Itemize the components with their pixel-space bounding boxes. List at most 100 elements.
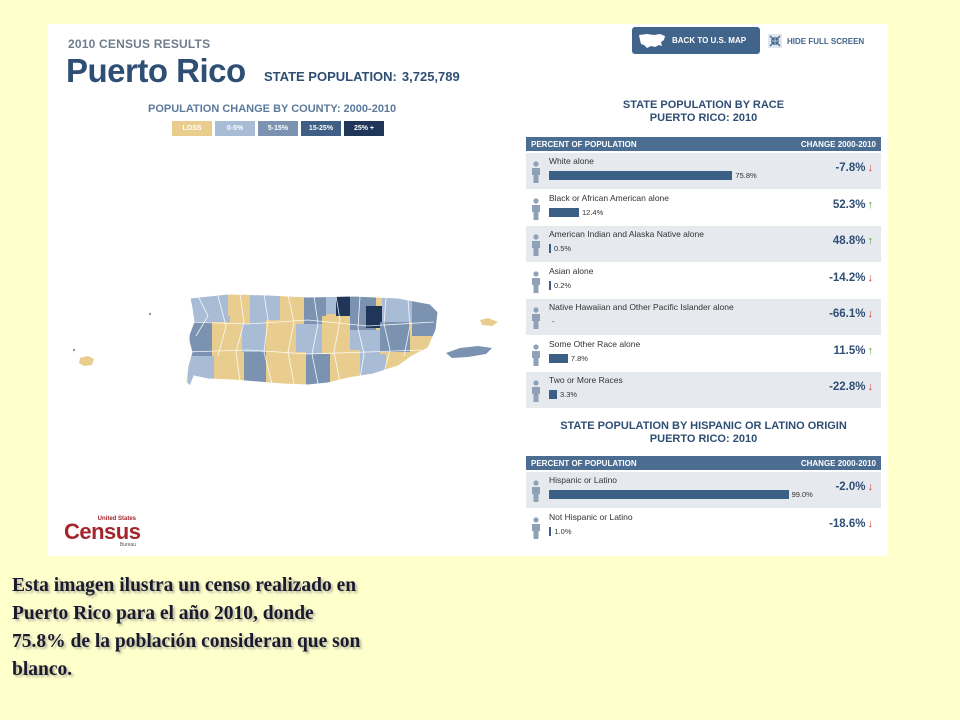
arrow-down-icon: ↓ [867, 271, 874, 284]
race-col-percent: PERCENT OF POPULATION [531, 139, 637, 149]
person-icon [532, 161, 540, 183]
race-percent-value: 12.4% [582, 207, 604, 217]
person-icon [532, 234, 540, 256]
person-icon [532, 380, 540, 402]
legend-swatch-25-plus[interactable]: 25% + [344, 121, 384, 136]
race-row[interactable]: Asian alone 0.2% -14.2% ↓ [526, 263, 881, 299]
back-to-us-map-button[interactable]: BACK TO U.S. MAP [632, 27, 760, 54]
vieques-island[interactable] [446, 346, 492, 358]
legend-swatch-15-25[interactable]: 15-25% [301, 121, 341, 136]
race-percent-bar [549, 244, 551, 253]
race-percent-value: 0.2% [554, 280, 572, 290]
back-to-us-map-label: BACK TO U.S. MAP [672, 36, 747, 45]
us-map-icon [639, 33, 665, 48]
hispanic-table-header: PERCENT OF POPULATION CHANGE 2000-2010 [526, 456, 881, 470]
state-name: Puerto Rico [66, 52, 246, 89]
race-percent-bar [549, 353, 568, 363]
map-legend: LOSS 0-5% 5-15% 15-25% 25% + [172, 121, 384, 136]
race-percent-bar [549, 390, 557, 399]
race-change-value: -7.8% [835, 162, 866, 174]
race-percent-value: 0.5% [554, 244, 572, 253]
race-row-label: American Indian and Alaska Native alone [549, 229, 704, 239]
race-percent-bar [549, 207, 579, 217]
culebra-island[interactable] [480, 318, 498, 326]
race-change: 48.8% ↑ [833, 235, 873, 247]
race-change: -14.2% ↓ [829, 272, 873, 284]
race-percent-value: 3.3% [559, 390, 578, 399]
race-row-label: Black or African American alone [549, 192, 670, 203]
arrow-up-icon: ↑ [867, 235, 874, 247]
person-icon [532, 343, 540, 366]
puerto-rico-county-map[interactable] [68, 286, 498, 396]
race-section-title: STATE POPULATION BY RACE PUERTO RICO: 20… [526, 99, 881, 125]
legend-swatch-loss[interactable]: LOSS [172, 121, 212, 136]
census-panel: 2010 CENSUS RESULTS Puerto Rico STATE PO… [48, 24, 888, 556]
legend-swatch-0-5[interactable]: 0-5% [215, 121, 255, 136]
race-row-label: Two or More Races [549, 375, 623, 385]
census-bureau-logo: United States Census Bureau [64, 516, 141, 548]
race-percent-bar [549, 171, 733, 180]
race-change-value: -14.2% [829, 271, 866, 284]
collapse-arrows-icon [768, 34, 782, 48]
hispanic-percent-value: 99.0% [791, 490, 813, 499]
race-row[interactable]: Native Hawaiian and Other Pacific Island… [526, 299, 881, 335]
race-title-line1: STATE POPULATION BY RACE [622, 99, 785, 111]
race-change: -7.8% ↓ [835, 162, 873, 174]
arrow-down-icon: ↓ [867, 162, 874, 174]
person-icon [532, 307, 540, 329]
state-population-value: 3,725,789 [401, 69, 460, 84]
race-row[interactable]: Some Other Race alone 7.8% 11.5% ↑ [526, 336, 881, 372]
race-row-label: White alone [549, 156, 594, 166]
hispanic-row[interactable]: Not Hispanic or Latino 1.0% -18.6% ↓ [526, 509, 881, 545]
hispanic-change: -2.0% ↓ [835, 481, 873, 493]
race-row[interactable]: Black or African American alone 12.4% 52.3… [526, 190, 881, 226]
logo-small-text: United States [97, 516, 136, 522]
race-change-value: -66.1% [829, 308, 866, 320]
person-icon [532, 516, 540, 539]
hispanic-change-value: -18.6% [829, 517, 866, 530]
race-col-change: CHANGE 2000-2010 [800, 139, 876, 149]
caption-text: Esta imagen ilustra un censo realizado e… [12, 575, 361, 680]
hispanic-percent-bar [549, 490, 789, 499]
arrow-down-icon: ↓ [867, 308, 874, 320]
hispanic-col-percent: PERCENT OF POPULATION [531, 458, 637, 468]
race-change: -66.1% ↓ [829, 308, 873, 320]
hispanic-change-value: -2.0% [835, 481, 866, 493]
hispanic-row[interactable]: Hispanic or Latino 99.0% -2.0% ↓ [526, 472, 881, 508]
race-change-value: 11.5% [833, 344, 866, 357]
race-row[interactable]: American Indian and Alaska Native alone 0… [526, 226, 881, 262]
race-change: 52.3% ↑ [833, 199, 873, 211]
race-change-value: 52.3% [832, 198, 866, 211]
state-population: STATE POPULATION: 3,725,789 [264, 69, 460, 84]
legend-swatch-5-15[interactable]: 5-15% [258, 121, 298, 136]
person-icon [532, 197, 540, 220]
race-row-label: Some Other Race alone [549, 338, 641, 349]
hispanic-title-line1: STATE POPULATION BY HISPANIC OR LATINO O… [560, 420, 847, 432]
race-percent-value: - [552, 317, 555, 326]
race-row[interactable]: Two or More Races 3.3% -22.8% ↓ [526, 372, 881, 408]
hide-full-screen-label: HIDE FULL SCREEN [787, 36, 865, 46]
race-change-value: -22.8% [829, 381, 866, 393]
hispanic-row-label: Hispanic or Latino [549, 475, 618, 485]
arrow-down-icon: ↓ [867, 517, 874, 530]
arrow-down-icon: ↓ [867, 481, 874, 493]
person-icon [532, 270, 540, 293]
race-percent-value: 75.8% [735, 171, 757, 180]
hispanic-change: -18.6% ↓ [829, 518, 873, 530]
hispanic-percent-bar [549, 526, 552, 536]
logo-big-text: Census [64, 519, 141, 544]
hide-full-screen-button[interactable]: HIDE FULL SCREEN [768, 30, 864, 52]
race-title-line2: PUERTO RICO: 2010 [649, 112, 758, 124]
hispanic-row-label: Not Hispanic or Latino [549, 511, 633, 522]
logo-bureau-text: Bureau [119, 542, 136, 548]
mona-island[interactable] [79, 356, 94, 366]
arrow-down-icon: ↓ [867, 381, 874, 393]
race-change: 11.5% ↑ [834, 345, 873, 357]
person-icon [532, 480, 540, 502]
state-population-label: STATE POPULATION: [264, 69, 397, 84]
race-change-value: 48.8% [832, 235, 866, 247]
race-row[interactable]: White alone 75.8% -7.8% ↓ [526, 153, 881, 189]
race-change: -22.8% ↓ [829, 381, 873, 393]
race-percent-bar [549, 280, 551, 290]
hispanic-section-title: STATE POPULATION BY HISPANIC OR LATINO O… [526, 420, 881, 446]
